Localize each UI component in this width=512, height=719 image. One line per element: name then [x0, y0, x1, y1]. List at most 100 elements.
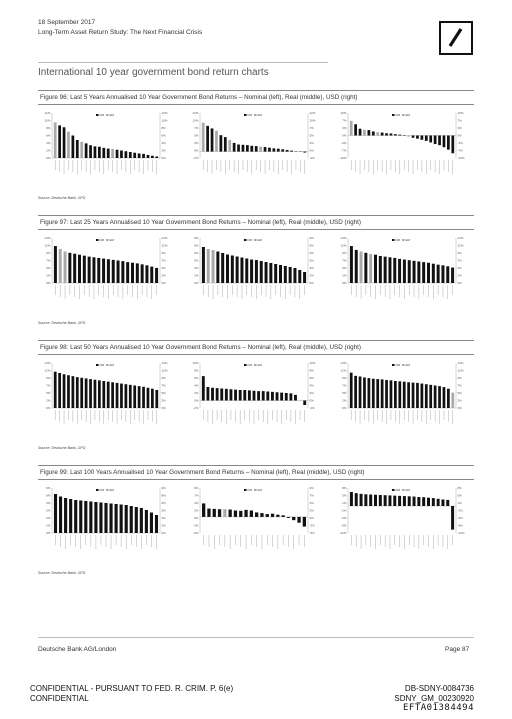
bar — [243, 390, 247, 401]
bar — [283, 266, 287, 283]
tick-label: 6% — [310, 251, 315, 255]
tick-label: -5% — [310, 531, 316, 535]
bar — [389, 380, 393, 408]
legend-label-dm: DM — [396, 238, 401, 242]
bar — [128, 384, 132, 408]
tick-label: 5% — [162, 509, 167, 513]
figure-98: Figure 98: Last 50 Years Annualised 10 Y… — [38, 340, 474, 450]
tick-label: 9% — [194, 486, 199, 490]
tick-label: 0% — [310, 399, 315, 403]
legend-swatch-dm — [244, 364, 247, 366]
bar — [442, 387, 446, 408]
bar — [385, 380, 388, 408]
bar — [135, 263, 139, 283]
tick-label: 12% — [340, 244, 346, 248]
bar — [229, 389, 233, 401]
legend-swatch-em — [106, 114, 109, 116]
tick-label: 6% — [194, 251, 199, 255]
footer-publisher: Deutsche Bank AG/London — [38, 646, 117, 653]
tick-label: -9% — [341, 524, 347, 528]
bar — [140, 264, 144, 283]
bar — [114, 504, 118, 533]
tick-label: 2% — [162, 274, 167, 278]
tick-label: 4% — [194, 501, 199, 505]
bar — [422, 262, 426, 283]
bar — [257, 391, 261, 401]
bar — [292, 516, 296, 521]
bar — [270, 513, 275, 517]
tick-label: 10% — [340, 111, 346, 115]
bar — [303, 151, 307, 153]
bar — [398, 134, 402, 136]
bar — [115, 149, 119, 158]
tick-label: -3% — [193, 524, 199, 528]
bar — [149, 512, 153, 533]
bar — [451, 135, 455, 154]
legend-label-dm: DM — [396, 488, 401, 492]
bar — [211, 387, 214, 401]
bar — [374, 494, 377, 506]
legend-label-dm: DM — [396, 113, 401, 117]
tick-label: 12% — [458, 369, 464, 373]
tick-label: 2% — [310, 274, 315, 278]
bar — [244, 509, 248, 517]
bar — [137, 153, 141, 158]
tick-label: 5% — [310, 134, 315, 138]
legend-label-em: EM — [406, 238, 411, 242]
bar — [367, 130, 371, 136]
tick-label: 3% — [194, 141, 199, 145]
tick-label: 9% — [46, 376, 51, 380]
tick-label: 7% — [342, 259, 347, 263]
tick-label: 0% — [194, 399, 199, 403]
bar — [111, 259, 115, 283]
bar — [94, 502, 98, 533]
bar — [279, 265, 282, 283]
bar — [371, 378, 375, 408]
bar — [427, 497, 430, 506]
bar — [104, 503, 108, 533]
bar — [412, 496, 416, 506]
bar — [407, 496, 411, 506]
bar — [68, 252, 72, 283]
bar — [62, 374, 66, 408]
tick-label: 6% — [162, 501, 167, 505]
tick-label: 2% — [46, 399, 51, 403]
bar — [124, 505, 128, 533]
tick-label: 2% — [310, 509, 315, 513]
bar — [216, 251, 220, 283]
bar — [364, 252, 368, 283]
tick-label: 10% — [310, 361, 316, 365]
tick-label: 0% — [46, 281, 51, 285]
figure-source: Source: Deutsche Bank, GFD — [38, 196, 86, 200]
bar — [133, 385, 137, 408]
confidential-notice: CONFIDENTIAL - PURSUANT TO FED. R. CRIM.… — [30, 684, 234, 693]
tick-label: 12% — [44, 111, 50, 115]
tick-label: -3% — [310, 524, 316, 528]
tick-label: 12% — [162, 244, 168, 248]
tick-label: 8% — [458, 486, 463, 490]
bar — [420, 135, 424, 140]
bar — [226, 254, 229, 283]
bar — [285, 149, 289, 152]
bar — [89, 145, 92, 158]
tick-label: 5% — [46, 391, 51, 395]
bar — [250, 145, 254, 152]
tick-label: 4% — [310, 384, 315, 388]
tick-label: -2% — [458, 509, 464, 513]
bar — [102, 381, 106, 408]
bar — [154, 515, 159, 533]
bar — [417, 497, 421, 506]
tick-label: 5% — [46, 509, 51, 513]
tick-label: 8% — [162, 494, 167, 498]
bar — [139, 508, 143, 533]
tick-label: 8% — [342, 486, 347, 490]
bar — [237, 144, 240, 152]
bar — [89, 379, 92, 408]
tick-label: 3% — [458, 126, 463, 130]
bar — [75, 377, 79, 408]
bar — [433, 385, 437, 408]
bar — [249, 510, 253, 517]
tick-label: 4% — [310, 501, 315, 505]
deutsche-bank-logo-icon — [439, 21, 473, 55]
bar — [354, 375, 357, 408]
